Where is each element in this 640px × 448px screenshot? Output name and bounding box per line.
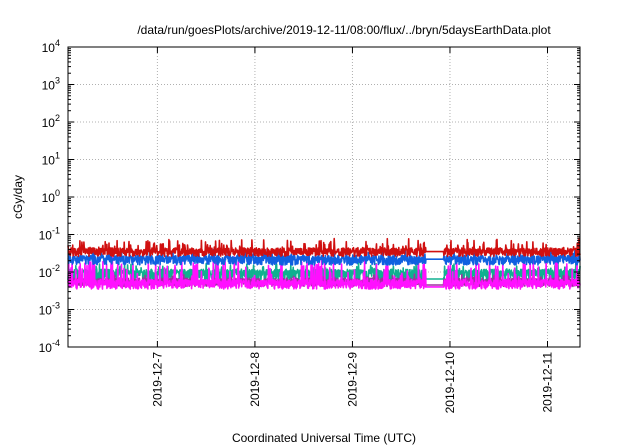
y-tick-base: 10 (42, 154, 56, 168)
y-tick-base: 10 (39, 341, 53, 355)
y-tick-label: 101 (42, 151, 60, 168)
y-tick-label: 10-2 (39, 263, 60, 280)
y-axis-label: cGy/day (11, 175, 25, 219)
y-tick-exponent: -1 (52, 226, 60, 236)
y-tick-label: 100 (42, 188, 60, 205)
y-tick-base: 10 (42, 116, 56, 130)
x-axis-label: Coordinated Universal Time (UTC) (232, 431, 416, 445)
y-tick-base: 10 (42, 79, 56, 93)
x-tick-label: 2019-12-10 (443, 352, 457, 414)
y-tick-base: 10 (39, 229, 53, 243)
y-tick-label: 102 (42, 113, 60, 130)
chart-title: /data/run/goesPlots/archive/2019-12-11/0… (137, 23, 551, 37)
y-tick-exponent: 0 (55, 188, 60, 198)
y-tick-base: 10 (39, 266, 53, 280)
x-tick-label: 2019-12-9 (345, 352, 359, 407)
y-tick-base: 10 (42, 41, 56, 55)
x-tick-label: 2019-12-7 (150, 352, 164, 407)
y-tick-exponent: 1 (55, 151, 60, 161)
y-tick-label: 10-4 (39, 338, 60, 355)
y-tick-exponent: 2 (55, 113, 60, 123)
grid (68, 47, 580, 347)
y-tick-exponent: 3 (55, 76, 60, 86)
series-layer (67, 237, 581, 290)
y-tick-exponent: -4 (52, 338, 60, 348)
x-axis: 2019-12-7 2019-12-8 2019-12-9 2019-12-10 201… (150, 47, 554, 413)
x-tick-label: 2019-12-8 (248, 352, 262, 407)
series-line-4 (67, 256, 581, 290)
y-tick-exponent: -3 (52, 301, 60, 311)
y-tick-base: 10 (42, 191, 56, 205)
y-tick-label: 10-1 (39, 226, 60, 243)
y-tick-exponent: 4 (55, 38, 60, 48)
y-tick-base: 10 (39, 304, 53, 318)
y-tick-label: 104 (42, 38, 60, 55)
x-tick-label: 2019-12-11 (540, 352, 554, 413)
y-tick-label: 103 (42, 76, 60, 93)
series-line-1 (67, 247, 581, 266)
series-line-0 (67, 237, 581, 258)
y-tick-exponent: -2 (52, 263, 60, 273)
y-tick-label: 10-3 (39, 301, 60, 318)
